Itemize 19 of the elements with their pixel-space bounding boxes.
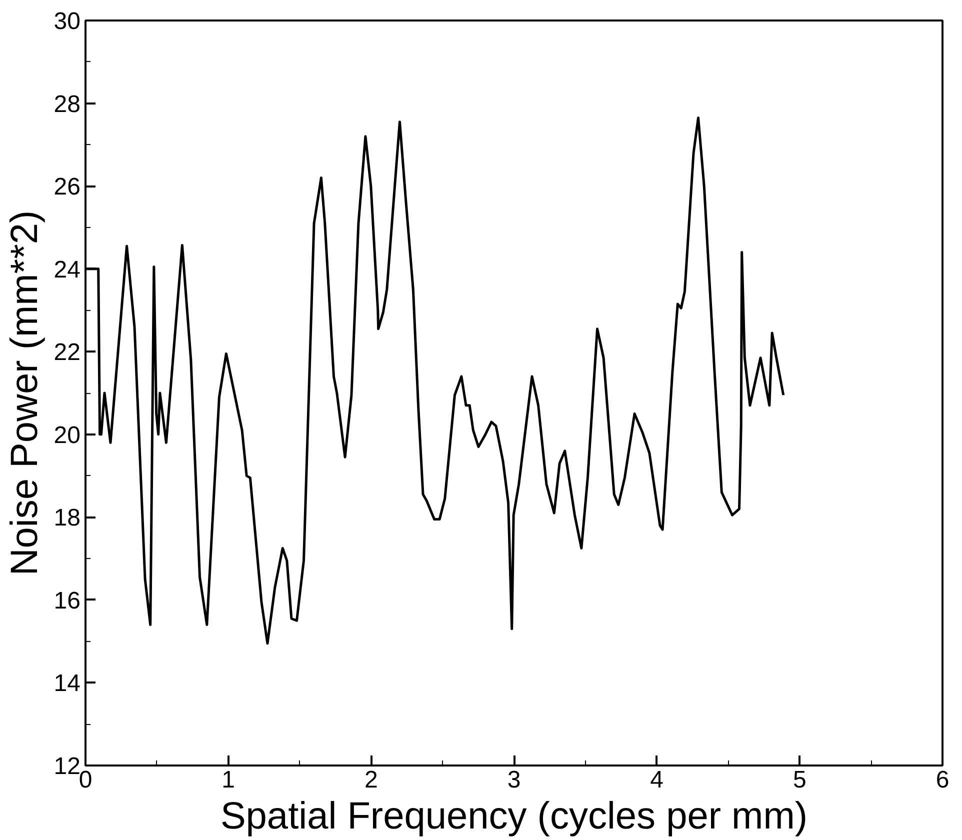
y-tick-label: 20 [54,422,81,449]
y-tick-label: 18 [54,504,81,532]
y-axis-title: Noise Power (mm**2) [4,210,46,576]
y-tick-label: 28 [54,90,81,118]
x-tick-label: 0 [78,766,92,794]
y-tick-label: 14 [54,670,81,698]
y-tick-label: 30 [54,8,81,35]
y-tick-label: 12 [54,753,81,780]
x-tick-label: 3 [507,766,521,794]
x-tick-label: 1 [222,766,236,794]
x-tick-label: 2 [364,766,378,794]
y-tick-label: 22 [54,339,81,366]
y-tick-label: 24 [54,256,81,284]
x-tick-label: 4 [650,766,664,794]
y-tick-label: 16 [54,587,81,614]
x-tick-label: 5 [792,766,806,794]
x-axis-title: Spatial Frequency (cycles per mm) [220,796,808,838]
y-tick-label: 26 [54,174,81,201]
x-tick-label: 6 [936,766,950,794]
